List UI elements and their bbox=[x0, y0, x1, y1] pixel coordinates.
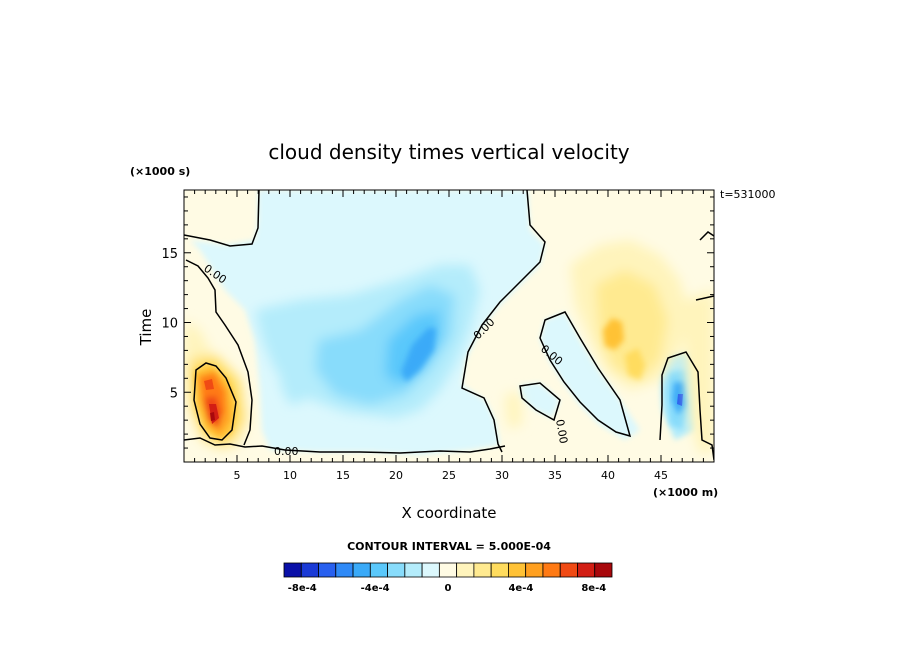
colorbar-swatch bbox=[283, 562, 302, 578]
colorbar-swatch bbox=[300, 562, 319, 578]
x-tick-label: 35 bbox=[548, 469, 562, 482]
colorbar-swatch bbox=[352, 562, 371, 578]
colorbar-label: 0 bbox=[445, 583, 452, 594]
colorbar-label: 4e-4 bbox=[508, 583, 533, 594]
colorbar-label: 8e-4 bbox=[581, 583, 606, 594]
filled-contour-field bbox=[184, 190, 714, 462]
x-tick-label: 15 bbox=[336, 469, 350, 482]
y-units-label: (×1000 s) bbox=[130, 165, 190, 178]
y-axis: 5 10 15 bbox=[161, 196, 714, 449]
y-tick-label: 15 bbox=[161, 247, 178, 262]
x-tick-label: 25 bbox=[442, 469, 456, 482]
colorbar-swatch bbox=[577, 562, 596, 578]
x-tick-label: 5 bbox=[234, 469, 241, 482]
colorbar-swatch bbox=[335, 562, 354, 578]
y-axis-label: Time bbox=[137, 309, 155, 347]
x-tick-label: 20 bbox=[389, 469, 403, 482]
x-axis-label: X coordinate bbox=[401, 504, 496, 522]
colorbar-swatch bbox=[508, 562, 527, 578]
time-stamp: t=531000 bbox=[720, 188, 776, 201]
colorbar-swatch bbox=[387, 562, 406, 578]
colorbar-swatch bbox=[421, 562, 440, 578]
x-tick-label: 10 bbox=[283, 469, 297, 482]
x-axis: 5 10 15 20 25 30 35 40 45 bbox=[194, 190, 704, 482]
x-tick-label: 30 bbox=[495, 469, 509, 482]
colorbar-swatch bbox=[559, 562, 578, 578]
contour-interval-text: CONTOUR INTERVAL = 5.000E-04 bbox=[347, 540, 551, 553]
colorbar-swatch bbox=[473, 562, 492, 578]
x-tick-label: 45 bbox=[654, 469, 668, 482]
colorbar-swatch bbox=[404, 562, 423, 578]
x-tick-label: 40 bbox=[601, 469, 615, 482]
y-tick-label: 5 bbox=[170, 386, 178, 401]
contour-label: 0.00 bbox=[553, 418, 570, 444]
colorbar-swatch bbox=[369, 562, 388, 578]
x-units-label: (×1000 m) bbox=[653, 486, 718, 499]
y-tick-label: 10 bbox=[161, 317, 178, 332]
colorbar-swatch bbox=[456, 562, 475, 578]
colorbar-swatch bbox=[490, 562, 509, 578]
chart-title: cloud density times vertical velocity bbox=[268, 140, 629, 164]
zero-contour-lines bbox=[184, 190, 714, 461]
colorbar-swatch bbox=[318, 562, 337, 578]
colorbar-swatch bbox=[438, 562, 458, 578]
contour-label: 0.00 bbox=[274, 445, 299, 458]
colorbar: -8e-4 -4e-4 0 4e-4 8e-4 bbox=[283, 562, 613, 594]
colorbar-label: -8e-4 bbox=[288, 583, 317, 594]
colorbar-swatch bbox=[594, 562, 613, 578]
colorbar-label: -4e-4 bbox=[361, 583, 390, 594]
colorbar-swatch bbox=[542, 562, 561, 578]
colorbar-swatch bbox=[525, 562, 544, 578]
